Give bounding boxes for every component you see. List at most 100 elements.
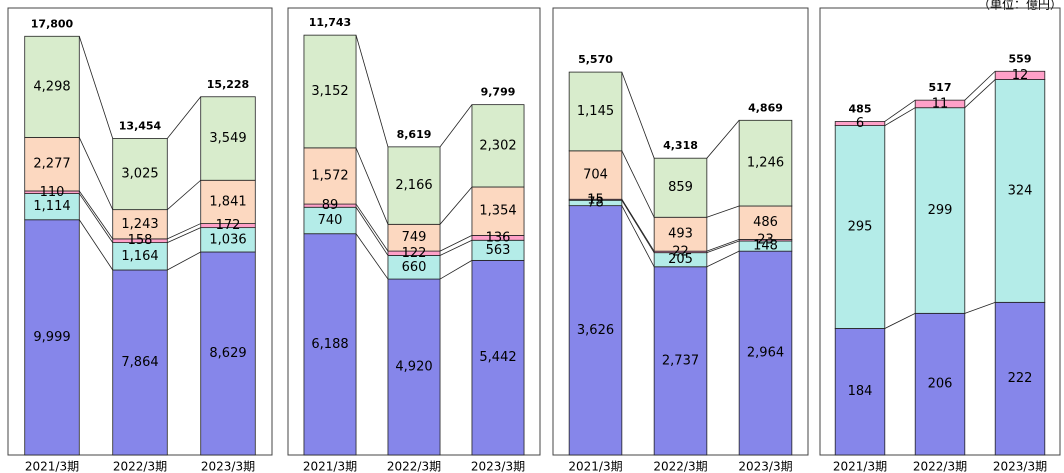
total-label: 8,619 (397, 128, 432, 141)
bar-segment (112, 209, 168, 240)
total-label: 517 (929, 81, 952, 94)
x-tick-label: 2021/3期 (25, 460, 79, 473)
bar-segment (834, 328, 886, 456)
x-tick-label: 2021/3期 (833, 460, 887, 473)
connector-line (439, 260, 473, 280)
bar-segment (24, 35, 80, 138)
x-tick-label: 2022/3期 (387, 460, 441, 473)
data-label: 89 (322, 198, 339, 213)
data-label: 2,166 (395, 178, 432, 193)
connector-line (355, 207, 389, 256)
data-label: 6,188 (311, 337, 348, 352)
x-tick-label: 2023/3期 (471, 460, 525, 473)
bar-segment (914, 107, 966, 314)
data-label: 136 (486, 230, 511, 245)
bar-segment (738, 205, 793, 240)
total-label: 9,799 (481, 86, 516, 99)
data-label: 4,920 (395, 360, 432, 375)
connector-line (964, 301, 996, 314)
connector-line (167, 251, 201, 271)
bar-segment (653, 216, 708, 252)
connector-line (167, 223, 201, 240)
bar-segment (112, 138, 168, 211)
data-label: 22 (672, 244, 689, 259)
connector-line (621, 200, 655, 253)
data-label: 704 (583, 168, 608, 183)
data-label: 1,036 (209, 232, 246, 247)
x-tick-label: 2021/3期 (303, 460, 357, 473)
bar-segment (112, 242, 168, 271)
unit-label: （単位：億円） (978, 0, 1062, 12)
data-label: 15 (587, 192, 604, 207)
total-label: 485 (849, 102, 872, 115)
total-label: 4,318 (663, 139, 698, 152)
x-tick-label: 2023/3期 (738, 460, 792, 473)
bar-segment (568, 205, 623, 456)
data-label: 1,354 (479, 204, 516, 219)
connector-line (355, 233, 389, 280)
bar-segment (834, 125, 886, 329)
data-label: 1,114 (33, 199, 70, 214)
data-label: 2,302 (479, 138, 516, 153)
connector-line (884, 99, 916, 122)
data-label: 299 (928, 203, 953, 218)
bar-segment (738, 119, 793, 207)
bar-segment (653, 157, 708, 218)
connector-line (439, 104, 473, 148)
bar-segment (471, 259, 525, 456)
connector-line (964, 79, 996, 109)
connector-line (78, 137, 114, 210)
bar-segment (387, 146, 441, 225)
connector-line (706, 250, 740, 268)
x-tick-label: 2021/3期 (568, 460, 622, 473)
connector-line (167, 227, 201, 243)
connector-line (884, 107, 916, 126)
data-label: 3,152 (311, 84, 348, 99)
data-label: 12 (1012, 68, 1029, 83)
connector-line (167, 179, 201, 210)
connector-line (621, 71, 655, 159)
data-label: 78 (587, 195, 604, 210)
connector-line (166, 96, 202, 139)
x-tick-label: 2023/3期 (201, 460, 255, 473)
x-tick-label: 2022/3期 (913, 460, 967, 473)
data-label: 8,629 (209, 346, 246, 361)
total-label: 11,743 (309, 16, 351, 29)
data-label: 3,626 (577, 323, 614, 338)
data-label: 1,841 (209, 194, 246, 209)
bar-segment (303, 147, 357, 205)
data-label: 1,145 (577, 104, 614, 119)
data-label: 2,737 (662, 353, 699, 368)
connector-line (621, 205, 655, 267)
bar-segment (568, 71, 623, 152)
connector-line (706, 120, 740, 159)
data-label: 2,277 (33, 157, 70, 172)
data-label: 9,999 (33, 330, 70, 345)
data-label: 206 (928, 377, 953, 392)
connector-line (78, 193, 114, 243)
x-tick-label: 2022/3期 (113, 460, 167, 473)
bar-segment (303, 233, 357, 456)
data-label: 859 (668, 180, 693, 195)
bar-segment (914, 99, 966, 109)
data-label: 7,864 (121, 355, 158, 370)
data-label: 2,964 (747, 346, 784, 361)
data-label: 172 (216, 218, 241, 233)
data-label: 749 (402, 230, 427, 245)
connector-line (355, 203, 389, 252)
bar-segment (834, 121, 886, 126)
bar-segment (994, 70, 1046, 80)
connector-line (439, 186, 473, 225)
connector-line (78, 219, 114, 271)
connector-line (355, 147, 389, 225)
connector-line (706, 240, 740, 254)
connector-line (621, 150, 655, 218)
total-label: 559 (1009, 52, 1032, 65)
data-label: 158 (128, 233, 153, 248)
bar-segment (471, 186, 525, 236)
connector-line (355, 35, 389, 147)
data-label: 660 (402, 260, 427, 275)
connector-line (706, 205, 740, 218)
data-label: 1,164 (121, 249, 158, 264)
